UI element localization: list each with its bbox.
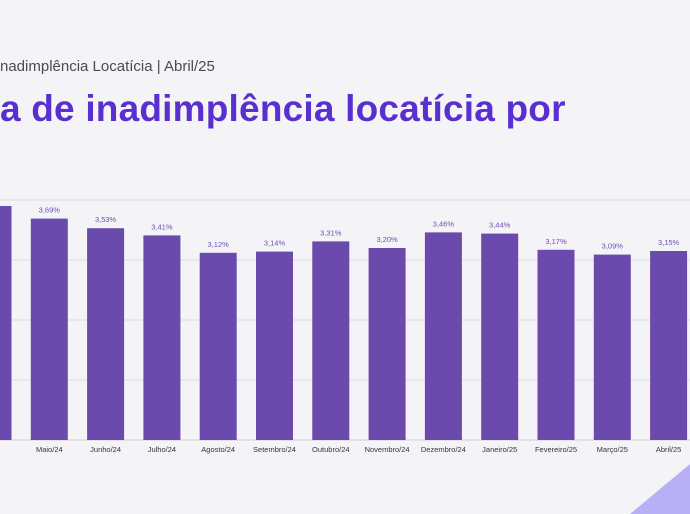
x-tick-label: Dezembro/24: [421, 445, 466, 454]
data-label: 3,69%: [39, 206, 61, 215]
x-tick-label: Março/25: [597, 445, 628, 454]
bar-Agosto/24: [199, 252, 237, 440]
bar-Julho/24: [143, 235, 181, 440]
data-label: 3,53%: [95, 215, 117, 224]
chart-title: a de inadimplência locatícia por: [0, 88, 566, 129]
x-tick-label: Fevereiro/25: [535, 445, 577, 454]
data-label: 3,14%: [264, 239, 286, 248]
bar-Janeiro/25: [481, 233, 519, 440]
bar-Setembro/24: [256, 251, 293, 440]
bar-Abril/25: [650, 251, 688, 440]
data-label: 3,44%: [489, 221, 511, 230]
x-tick-label: Outubro/24: [312, 445, 350, 454]
x-tick-label: Janeiro/25: [482, 445, 517, 454]
bar-Junho/24: [87, 228, 125, 440]
corner-decoration: [630, 464, 690, 514]
data-label: 3,46%: [433, 219, 455, 228]
bar-Outubro/24: [312, 241, 350, 440]
bar-Maio/24: [30, 218, 68, 440]
x-tick-label: Agosto/24: [201, 445, 235, 454]
data-label: 3,41%: [151, 222, 173, 231]
x-tick-label: Junho/24: [90, 445, 121, 454]
x-tick-label: Maio/24: [36, 445, 63, 454]
data-label: 3,31%: [320, 228, 342, 237]
x-tick-label: Abril/25: [656, 445, 681, 454]
bar-Dezembro/24: [424, 232, 462, 440]
data-label: 3,17%: [545, 237, 567, 246]
x-tick-label: Novembro/24: [365, 445, 410, 454]
bar-Março/25: [593, 254, 631, 440]
bar-Novembro/24: [368, 248, 406, 440]
bar-Fevereiro/25: [537, 249, 575, 440]
x-tick-label: Julho/24: [148, 445, 176, 454]
data-label: 3,20%: [376, 235, 398, 244]
chart-subtitle: nadimplência Locatícia | Abril/25: [0, 58, 215, 75]
data-label: 3,15%: [658, 238, 680, 247]
data-label: 3,12%: [208, 240, 230, 249]
bar-partial: [0, 206, 12, 440]
data-label: 3,09%: [602, 242, 624, 251]
x-tick-label: Setembro/24: [253, 445, 296, 454]
